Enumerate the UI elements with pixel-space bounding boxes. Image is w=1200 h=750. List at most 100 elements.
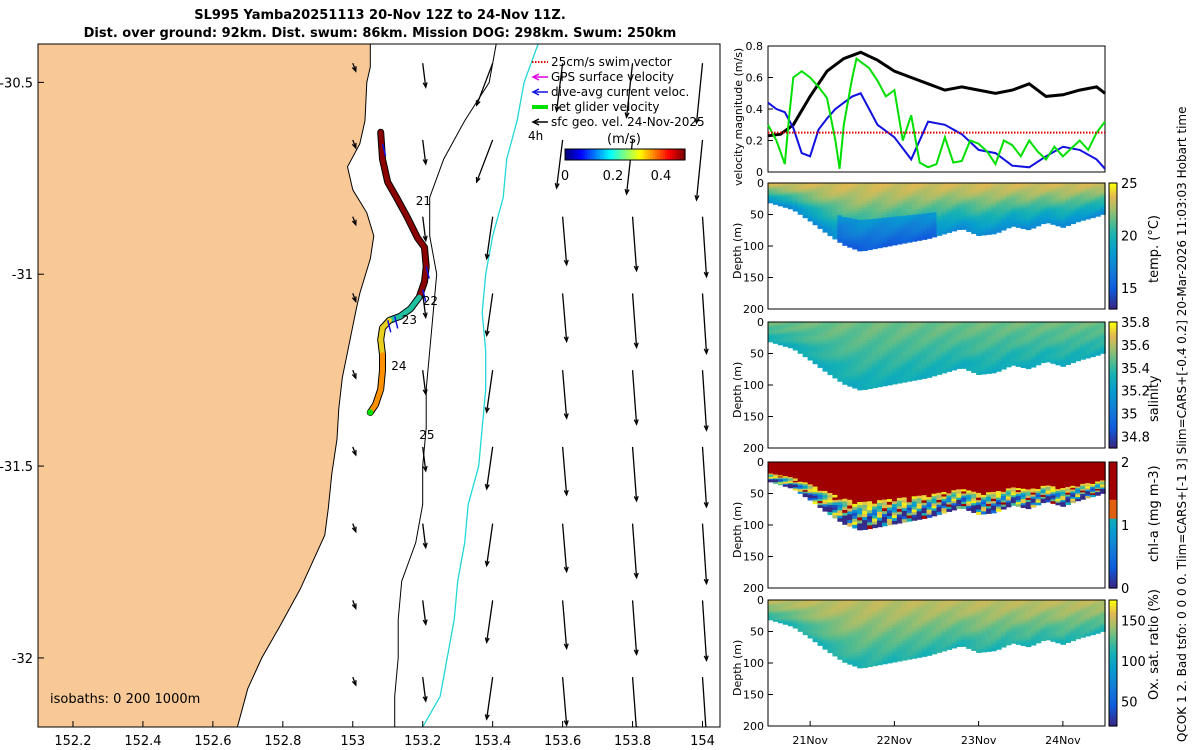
section-cell — [1020, 472, 1027, 476]
section-cell — [1095, 492, 1101, 495]
geo-arrow-shaft — [486, 370, 494, 413]
section-cell — [787, 326, 794, 329]
section-cell — [1080, 350, 1086, 353]
section-cell — [901, 212, 908, 217]
section-cell — [1030, 205, 1037, 209]
section-cell — [1070, 221, 1076, 225]
section-cell — [777, 614, 784, 617]
section-cell — [911, 337, 918, 342]
section-cell — [768, 615, 774, 617]
section-cell — [1070, 323, 1076, 327]
section-cell — [946, 360, 953, 363]
section-cell — [787, 486, 794, 489]
section-cell — [817, 334, 824, 338]
section-cell — [936, 352, 943, 356]
section-cell — [886, 194, 893, 198]
section-cell — [1065, 471, 1072, 475]
section-cell — [772, 324, 779, 327]
section-cell — [981, 487, 987, 491]
section-cell — [827, 187, 834, 191]
section-cell — [842, 507, 848, 511]
section-cell — [1015, 189, 1022, 192]
section-cell — [867, 219, 873, 223]
section-cell — [906, 356, 913, 361]
section-cell — [1045, 206, 1052, 209]
section-cell — [976, 331, 982, 335]
section-cell — [896, 232, 903, 237]
section-cell — [777, 473, 784, 476]
section-cell — [1000, 362, 1007, 366]
day-label: 24 — [391, 359, 406, 373]
section-cell — [1040, 462, 1047, 465]
section-cell — [976, 497, 982, 501]
section-cell — [822, 198, 829, 202]
section-cell — [906, 375, 913, 379]
section-cell — [946, 339, 953, 343]
section-cell — [981, 326, 987, 330]
section-cell — [881, 473, 888, 478]
section-cell — [1025, 199, 1032, 203]
section-cell — [782, 342, 789, 345]
section-cell — [966, 330, 972, 334]
section-cell — [946, 464, 953, 468]
section-cell — [817, 332, 824, 336]
section-cell — [946, 473, 953, 477]
section-cell — [857, 508, 863, 512]
section-cell — [1015, 364, 1022, 367]
section-cell — [837, 475, 844, 479]
section-cell — [768, 462, 774, 465]
section-cell — [1085, 466, 1091, 470]
section-cell — [1005, 498, 1012, 502]
section-cell — [991, 345, 997, 349]
section-cell — [1035, 221, 1042, 225]
section-cell — [1085, 187, 1091, 191]
section-cell — [916, 371, 923, 375]
section-cell — [931, 334, 938, 338]
section-cell — [1020, 342, 1027, 346]
section-cell — [891, 467, 898, 472]
section-cell — [881, 490, 888, 495]
section-cell — [961, 355, 967, 359]
section-cell — [991, 203, 997, 207]
section-cell — [956, 222, 962, 226]
section-cell — [1075, 472, 1081, 475]
section-cell — [782, 203, 789, 206]
section-cell — [797, 491, 804, 494]
section-cell — [1065, 329, 1072, 333]
section-cell — [961, 482, 967, 486]
section-cell — [782, 483, 789, 486]
section-cell — [906, 338, 913, 342]
section-cell — [981, 230, 987, 234]
section-cell — [1060, 211, 1067, 214]
section-cell — [991, 491, 997, 495]
section-cell — [872, 194, 878, 199]
section-colorbar-cell — [1109, 578, 1117, 583]
section-cell — [867, 486, 873, 490]
section-cell — [877, 185, 883, 190]
section-cell — [787, 464, 794, 467]
section-cell — [817, 340, 824, 344]
section-cell — [971, 482, 977, 486]
section-cell — [812, 199, 819, 203]
section-cell — [966, 337, 972, 341]
section-cell — [792, 196, 799, 199]
section-cell — [772, 471, 779, 474]
section-cell — [817, 484, 824, 488]
section-cell — [827, 367, 834, 371]
section-cell — [867, 373, 873, 378]
section-cell — [906, 327, 913, 331]
section-cell — [777, 324, 784, 326]
section-cell — [1095, 481, 1101, 484]
section-cell — [822, 203, 829, 206]
section-cell — [1055, 469, 1062, 473]
section-cell — [768, 199, 774, 202]
section-cell — [1030, 468, 1037, 471]
section-cell — [1080, 193, 1086, 196]
section-cell — [1080, 348, 1086, 352]
section-cell — [966, 196, 972, 200]
section-cell — [837, 513, 844, 517]
section-cell — [1090, 331, 1096, 334]
section-colorbar-cell — [1109, 556, 1117, 561]
section-cell — [837, 212, 844, 216]
section-cell — [872, 357, 878, 362]
